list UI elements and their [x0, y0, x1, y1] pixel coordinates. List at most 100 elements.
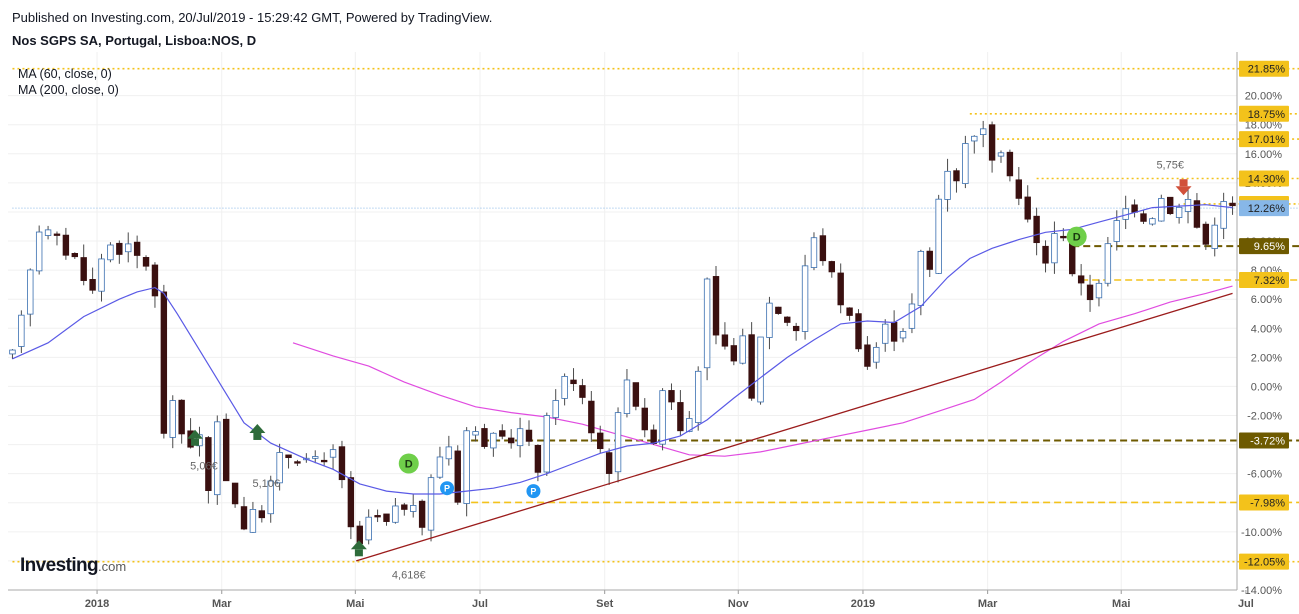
candle-down [641, 407, 648, 431]
candle-up [107, 244, 114, 261]
candle-down [579, 385, 586, 398]
candle-up [614, 412, 622, 473]
candle-down [597, 432, 604, 450]
legend-ma60[interactable]: MA (60, close, 0) [18, 67, 112, 81]
candle-up [312, 456, 319, 459]
level-tag [1239, 271, 1289, 288]
p-badge [440, 481, 455, 496]
level-tag [1239, 432, 1289, 449]
candle-down [418, 500, 426, 528]
candle-up [801, 265, 809, 332]
x-tick-label: Set [596, 598, 613, 610]
candle-down [205, 437, 212, 491]
candle-up [739, 335, 746, 364]
candle-down [712, 276, 720, 336]
x-tick-label: Nov [728, 598, 750, 610]
level-tag [1239, 553, 1289, 570]
level-tag [1239, 105, 1289, 122]
candle-up [1149, 218, 1156, 225]
candle-down [160, 291, 168, 434]
candle-up [490, 432, 497, 449]
candle-up [472, 431, 479, 436]
candle-down [668, 390, 675, 403]
candle-down [677, 402, 684, 432]
price-annotation: 4,618€ [392, 569, 426, 581]
candle-down [338, 446, 346, 481]
candle-up [44, 229, 52, 236]
level-tag [1239, 238, 1289, 255]
investing-logo: Investing.com [20, 555, 126, 577]
candle-down [1167, 196, 1174, 215]
candle-down [792, 325, 800, 332]
candle-up [979, 128, 987, 135]
candle-down [570, 379, 577, 385]
ma200-line [292, 285, 1233, 457]
level-tag-label: 21.85% [1248, 64, 1286, 76]
level-tag-label: 14.30% [1248, 174, 1286, 186]
candle-up [882, 323, 889, 344]
price-annotation: 5,06€ [190, 460, 218, 472]
level-tag [1239, 131, 1289, 148]
candle-down [721, 334, 729, 347]
candle-down [133, 241, 141, 256]
candle-up [365, 516, 372, 541]
candle-up [1104, 243, 1112, 284]
x-tick-label: Mai [1112, 598, 1130, 610]
candle-down [1006, 151, 1014, 177]
candle-up [552, 400, 559, 418]
grid [8, 52, 1237, 591]
candle-up [427, 477, 435, 531]
badge-label: P [530, 487, 536, 497]
candle-up [543, 415, 551, 473]
candle-up [971, 135, 978, 142]
buy-arrow-icon [350, 540, 367, 557]
candle-down [1193, 200, 1201, 228]
candle-down [1015, 179, 1023, 199]
candle-up [899, 331, 907, 339]
candle-down [1042, 245, 1049, 264]
candles [9, 120, 1236, 545]
candle-down [1086, 284, 1094, 301]
arrow-head [187, 429, 204, 439]
sell-arrow-icon [1175, 179, 1192, 196]
candle-up [873, 346, 880, 363]
ma60-series [12, 204, 1233, 495]
y-tick-label: 0.00% [1251, 381, 1282, 393]
candle-up [436, 456, 444, 478]
candle-down [151, 264, 159, 297]
candle-up [757, 336, 764, 403]
candle-up [9, 349, 16, 355]
candle-down [454, 450, 461, 503]
candle-down [231, 482, 239, 505]
candle-up [703, 278, 711, 369]
candle-down [481, 428, 488, 447]
candle-up [169, 400, 176, 438]
candle-down [285, 454, 292, 459]
arrow-stem [1179, 179, 1188, 187]
badge-label: D [1073, 232, 1081, 244]
candle-down [374, 515, 381, 518]
markers: D D P P 5,06€ 5,10€ 4,618€ 5,75€ [187, 159, 1192, 581]
candle-down [1202, 223, 1210, 245]
candle-down [837, 272, 844, 306]
candle-down [294, 461, 301, 464]
candle-down [525, 429, 533, 442]
level-tag-label: 9.65% [1254, 241, 1285, 253]
dividend-badge [398, 453, 419, 474]
y-tick-label: 20.00% [1245, 91, 1283, 103]
candle-down [1024, 196, 1031, 220]
candle-up [1051, 233, 1058, 264]
candle-down [1077, 275, 1085, 284]
price-annotation: 5,10€ [253, 478, 281, 490]
legend-ma200[interactable]: MA (200, close, 0) [18, 83, 119, 97]
badge-label: P [444, 484, 450, 494]
arrow-head [1175, 186, 1192, 196]
candle-down [819, 235, 827, 262]
level-tag-label: 17.01% [1248, 134, 1286, 146]
logo-main: Investing [20, 555, 99, 576]
indicator-legend: MA (60, close, 0) MA (200, close, 0) [18, 66, 119, 98]
buy-arrow-icon [187, 429, 204, 446]
x-tick-label: Jul [472, 598, 488, 610]
candle-up [410, 505, 417, 512]
